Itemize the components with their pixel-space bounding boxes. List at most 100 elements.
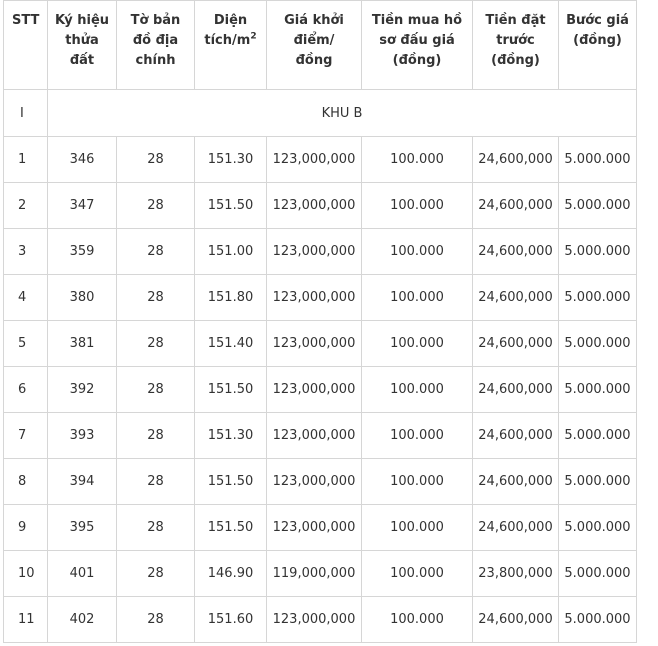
cell-ky-hieu: 359 (47, 228, 117, 275)
cell-buoc-gia: 5.000.000 (558, 320, 637, 367)
cell-tien-mua-ho-so: 100.000 (361, 274, 473, 321)
cell-ky-hieu: 401 (47, 550, 117, 597)
cell-dien-tich: 151.60 (194, 596, 267, 643)
cell-ky-hieu: 346 (47, 136, 117, 183)
cell-gia-khoi-diem: 123,000,000 (266, 274, 362, 321)
table-row: 6 392 28 151.50 123,000,000 100.000 24,600,000… (3, 366, 637, 413)
cell-ky-hieu: 395 (47, 504, 117, 551)
header-to-ban-do: Tờ bản đồ địa chính (116, 0, 195, 90)
table-row: 4 380 28 151.80 123,000,000 100.000 24,600,000… (3, 274, 637, 321)
cell-stt: 7 (3, 412, 48, 459)
auction-lots-table: STT Ký hiệu thửa đất Tờ bản đồ địa chính… (3, 0, 637, 643)
header-tien-dat-truoc: Tiền đặt trước (đồng) (472, 0, 559, 90)
cell-gia-khoi-diem: 123,000,000 (266, 596, 362, 643)
table-row: 8 394 28 151.50 123,000,000 100.000 24,600,000… (3, 458, 637, 505)
cell-to-ban-do: 28 (116, 228, 195, 275)
cell-gia-khoi-diem: 123,000,000 (266, 182, 362, 229)
cell-gia-khoi-diem: 123,000,000 (266, 412, 362, 459)
cell-dien-tich: 151.30 (194, 136, 267, 183)
section-stt: I (3, 89, 48, 137)
cell-tien-mua-ho-so: 100.000 (361, 136, 473, 183)
cell-tien-mua-ho-so: 100.000 (361, 320, 473, 367)
cell-gia-khoi-diem: 123,000,000 (266, 228, 362, 275)
cell-tien-mua-ho-so: 100.000 (361, 458, 473, 505)
cell-ky-hieu: 394 (47, 458, 117, 505)
table-row: 2 347 28 151.50 123,000,000 100.000 24,600,000… (3, 182, 637, 229)
header-stt: STT (3, 0, 48, 90)
cell-ky-hieu: 392 (47, 366, 117, 413)
cell-ky-hieu: 380 (47, 274, 117, 321)
cell-buoc-gia: 5.000.000 (558, 136, 637, 183)
cell-tien-dat-truoc: 24,600,000 (472, 458, 559, 505)
cell-buoc-gia: 5.000.000 (558, 412, 637, 459)
table-header-row: STT Ký hiệu thửa đất Tờ bản đồ địa chính… (3, 0, 637, 90)
cell-buoc-gia: 5.000.000 (558, 274, 637, 321)
table-row: 9 395 28 151.50 123,000,000 100.000 24,600,000… (3, 504, 637, 551)
cell-tien-mua-ho-so: 100.000 (361, 504, 473, 551)
cell-dien-tich: 151.50 (194, 504, 267, 551)
cell-buoc-gia: 5.000.000 (558, 596, 637, 643)
cell-tien-dat-truoc: 24,600,000 (472, 136, 559, 183)
cell-to-ban-do: 28 (116, 274, 195, 321)
cell-stt: 4 (3, 274, 48, 321)
cell-stt: 5 (3, 320, 48, 367)
cell-to-ban-do: 28 (116, 550, 195, 597)
cell-ky-hieu: 347 (47, 182, 117, 229)
cell-tien-mua-ho-so: 100.000 (361, 596, 473, 643)
cell-tien-mua-ho-so: 100.000 (361, 412, 473, 459)
table-row: 3 359 28 151.00 123,000,000 100.000 24,600,000… (3, 228, 637, 275)
section-title: KHU B (47, 89, 637, 137)
header-ky-hieu-thua-dat: Ký hiệu thửa đất (47, 0, 117, 90)
cell-tien-dat-truoc: 24,600,000 (472, 274, 559, 321)
cell-dien-tich: 151.50 (194, 182, 267, 229)
header-dien-tich: Diện tích/m2 (194, 0, 267, 90)
cell-dien-tich: 151.40 (194, 320, 267, 367)
cell-stt: 11 (3, 596, 48, 643)
cell-dien-tich: 151.50 (194, 366, 267, 413)
section-row: I KHU B (3, 89, 637, 137)
cell-tien-dat-truoc: 24,600,000 (472, 412, 559, 459)
cell-gia-khoi-diem: 123,000,000 (266, 320, 362, 367)
cell-gia-khoi-diem: 119,000,000 (266, 550, 362, 597)
cell-dien-tich: 151.00 (194, 228, 267, 275)
header-buoc-gia: Bước giá (đồng) (558, 0, 637, 90)
table-row: 5 381 28 151.40 123,000,000 100.000 24,600,000… (3, 320, 637, 367)
cell-tien-dat-truoc: 24,600,000 (472, 366, 559, 413)
cell-tien-dat-truoc: 24,600,000 (472, 504, 559, 551)
cell-gia-khoi-diem: 123,000,000 (266, 458, 362, 505)
cell-tien-dat-truoc: 24,600,000 (472, 182, 559, 229)
table-row: 10 401 28 146.90 119,000,000 100.000 23,800,00… (3, 550, 637, 597)
cell-to-ban-do: 28 (116, 136, 195, 183)
cell-tien-dat-truoc: 24,600,000 (472, 228, 559, 275)
header-gia-khoi-diem: Giá khởi điểm/ đồng (266, 0, 362, 90)
cell-buoc-gia: 5.000.000 (558, 504, 637, 551)
cell-buoc-gia: 5.000.000 (558, 458, 637, 505)
table-body: I KHU B 1 346 28 151.30 123,000,000 100.000 24… (3, 89, 637, 643)
cell-gia-khoi-diem: 123,000,000 (266, 504, 362, 551)
cell-stt: 2 (3, 182, 48, 229)
cell-buoc-gia: 5.000.000 (558, 182, 637, 229)
cell-ky-hieu: 393 (47, 412, 117, 459)
cell-dien-tich: 151.50 (194, 458, 267, 505)
cell-dien-tich: 151.80 (194, 274, 267, 321)
cell-to-ban-do: 28 (116, 412, 195, 459)
cell-tien-mua-ho-so: 100.000 (361, 366, 473, 413)
cell-tien-dat-truoc: 24,600,000 (472, 320, 559, 367)
cell-ky-hieu: 381 (47, 320, 117, 367)
cell-stt: 3 (3, 228, 48, 275)
cell-gia-khoi-diem: 123,000,000 (266, 136, 362, 183)
cell-stt: 8 (3, 458, 48, 505)
cell-to-ban-do: 28 (116, 366, 195, 413)
cell-buoc-gia: 5.000.000 (558, 550, 637, 597)
cell-stt: 9 (3, 504, 48, 551)
cell-tien-dat-truoc: 24,600,000 (472, 596, 559, 643)
cell-dien-tich: 146.90 (194, 550, 267, 597)
cell-stt: 6 (3, 366, 48, 413)
cell-to-ban-do: 28 (116, 596, 195, 643)
cell-tien-mua-ho-so: 100.000 (361, 182, 473, 229)
cell-tien-dat-truoc: 23,800,000 (472, 550, 559, 597)
table-row: 7 393 28 151.30 123,000,000 100.000 24,600,000… (3, 412, 637, 459)
cell-gia-khoi-diem: 123,000,000 (266, 366, 362, 413)
cell-to-ban-do: 28 (116, 458, 195, 505)
cell-tien-mua-ho-so: 100.000 (361, 550, 473, 597)
